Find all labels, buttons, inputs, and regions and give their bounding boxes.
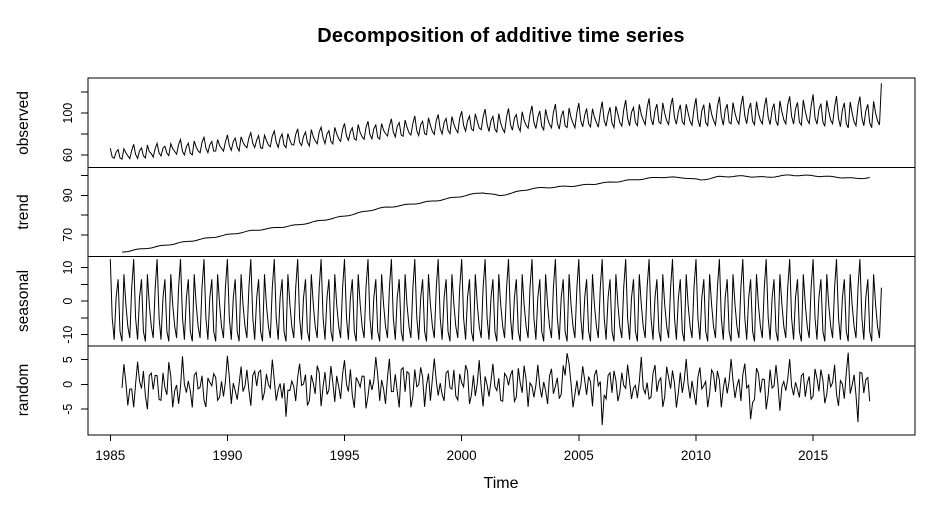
y-tick-label: 90 (61, 188, 75, 202)
observed-series (109, 83, 882, 161)
x-tick-label: 2005 (564, 448, 594, 463)
y-tick-label: 5 (61, 356, 75, 363)
y-tick-label: 0 (61, 381, 75, 388)
x-tick-label: 2010 (681, 448, 711, 463)
trend-series (122, 174, 870, 253)
y-tick-label: -5 (61, 404, 75, 415)
y-tick-label: 70 (61, 228, 75, 242)
x-tick-label: 1990 (212, 448, 242, 463)
x-axis-title: Time (483, 475, 519, 492)
y-tick-label: 10 (61, 261, 75, 275)
panel-box-random (87, 345, 916, 436)
panel-box-observed (87, 77, 916, 168)
x-tick-label: 1995 (330, 448, 360, 463)
seasonal-series (109, 259, 882, 342)
random-series (121, 352, 871, 426)
ylabel-random: random (15, 363, 32, 417)
y-tick-label: 60 (61, 148, 75, 162)
x-tick-label: 1985 (95, 448, 125, 463)
x-tick-label: 2015 (798, 448, 828, 463)
panel-box-trend (87, 166, 916, 257)
y-tick-label: 100 (61, 103, 75, 124)
x-tick-label: 2000 (447, 448, 477, 463)
y-tick-label: 0 (61, 298, 75, 305)
chart-title: Decomposition of additive time series (317, 25, 685, 47)
y-tick-label: -10 (61, 326, 75, 344)
